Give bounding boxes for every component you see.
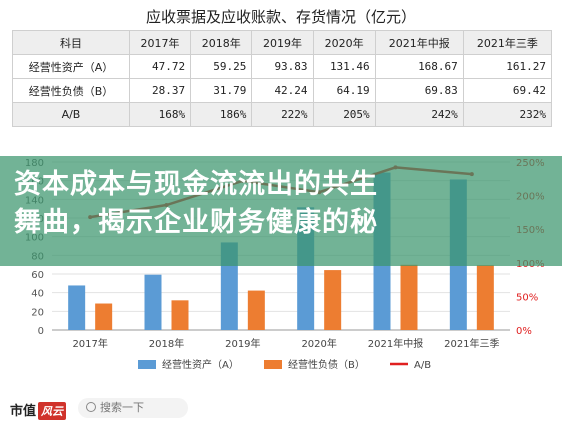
table-cell: 28.37 (128, 78, 192, 103)
table-cell: 31.79 (190, 78, 253, 103)
x-axis-tick-label: 2017年 (72, 337, 107, 350)
banner-line-2: 舞曲，揭示企业财务健康的秘 (14, 207, 378, 238)
table-cell: 222% (251, 102, 314, 127)
bar (95, 303, 113, 330)
table-cell: 186% (190, 102, 253, 127)
table-cell: 205% (312, 102, 376, 127)
search-box[interactable]: 搜索一下 (78, 398, 188, 418)
table-cell: 131.46 (312, 54, 376, 79)
table-cell: 69.42 (462, 78, 553, 103)
table-header: 2019年 (251, 30, 314, 55)
row-label: 经营性资产（A） (12, 54, 130, 79)
table-row: 经营性负债（B） 28.37 31.79 42.24 64.19 69.83 6… (12, 78, 553, 103)
table-header: 2020年 (312, 30, 376, 55)
search-placeholder: 搜索一下 (100, 401, 144, 414)
banner-headline: 资本成本与现金流流出的共生 舞曲，揭示企业财务健康的秘 (14, 166, 554, 242)
bar (400, 264, 418, 330)
x-axis-tick-label: 2021年中报 (368, 337, 423, 350)
table-cell: 69.83 (374, 78, 464, 103)
table-header: 2021年三季 (462, 30, 553, 55)
logo-text: 市值 (10, 404, 37, 419)
left-axis-tick-label: 60 (31, 270, 44, 281)
x-axis-tick-label: 2021年三季 (444, 337, 499, 350)
banner-overlay (0, 156, 562, 266)
legend-label: 经营性资产（A） (162, 358, 239, 371)
right-axis-tick-label: 50% (516, 292, 538, 303)
logo-brand: 风云 (38, 402, 67, 420)
table-title: 应收票据及应收账款、存货情况（亿元） (145, 8, 416, 26)
table-cell: 47.72 (128, 54, 192, 79)
table-cell: 161.27 (462, 54, 553, 79)
search-icon (86, 402, 96, 412)
legend-label: A/B (414, 360, 431, 371)
legend-swatch (138, 360, 156, 369)
x-axis-tick-label: 2019年 (225, 337, 260, 350)
table-cell: 232% (462, 102, 553, 127)
legend-swatch (264, 360, 282, 369)
bar (247, 290, 265, 330)
bar (144, 274, 162, 330)
right-axis-tick-label: 0% (516, 326, 532, 337)
banner-line-1: 资本成本与现金流流出的共生 (14, 169, 378, 200)
footer-bar: 市值 风云 搜索一下 (0, 392, 562, 426)
table-cell: 168% (128, 102, 192, 127)
table-header-row: 科目 2017年 2018年 2019年 2020年 2021年中报 2021年… (12, 30, 553, 55)
table-row: 经营性资产（A） 47.72 59.25 93.83 131.46 168.67… (12, 54, 553, 79)
table-header: 2021年中报 (374, 30, 464, 55)
table-header: 2017年 (128, 30, 192, 55)
x-axis-tick-label: 2018年 (149, 337, 184, 350)
x-axis-tick-label: 2020年 (301, 337, 336, 350)
data-table: 科目 2017年 2018年 2019年 2020年 2021年中报 2021年… (12, 30, 553, 127)
table-cell: 59.25 (190, 54, 253, 79)
table-cell: 242% (374, 102, 464, 127)
table-cell: 168.67 (374, 54, 464, 79)
table-header: 科目 (12, 30, 130, 55)
table-cell: 93.83 (251, 54, 314, 79)
left-axis-tick-label: 0 (38, 326, 44, 337)
brand-logo[interactable]: 市值 风云 (10, 400, 67, 420)
bar (324, 270, 342, 330)
bar (68, 285, 86, 330)
row-label: A/B (12, 102, 130, 127)
row-label: 经营性负债（B） (12, 78, 130, 103)
table-header: 2018年 (190, 30, 253, 55)
table-cell: 42.24 (251, 78, 314, 103)
legend-label: 经营性负债（B） (288, 358, 365, 371)
table-cell: 64.19 (312, 78, 376, 103)
left-axis-tick-label: 40 (31, 289, 44, 300)
bar (171, 300, 189, 330)
bar (476, 265, 494, 330)
left-axis-tick-label: 20 (31, 307, 44, 318)
table-row: A/B 168% 186% 222% 205% 242% 232% (12, 102, 553, 127)
